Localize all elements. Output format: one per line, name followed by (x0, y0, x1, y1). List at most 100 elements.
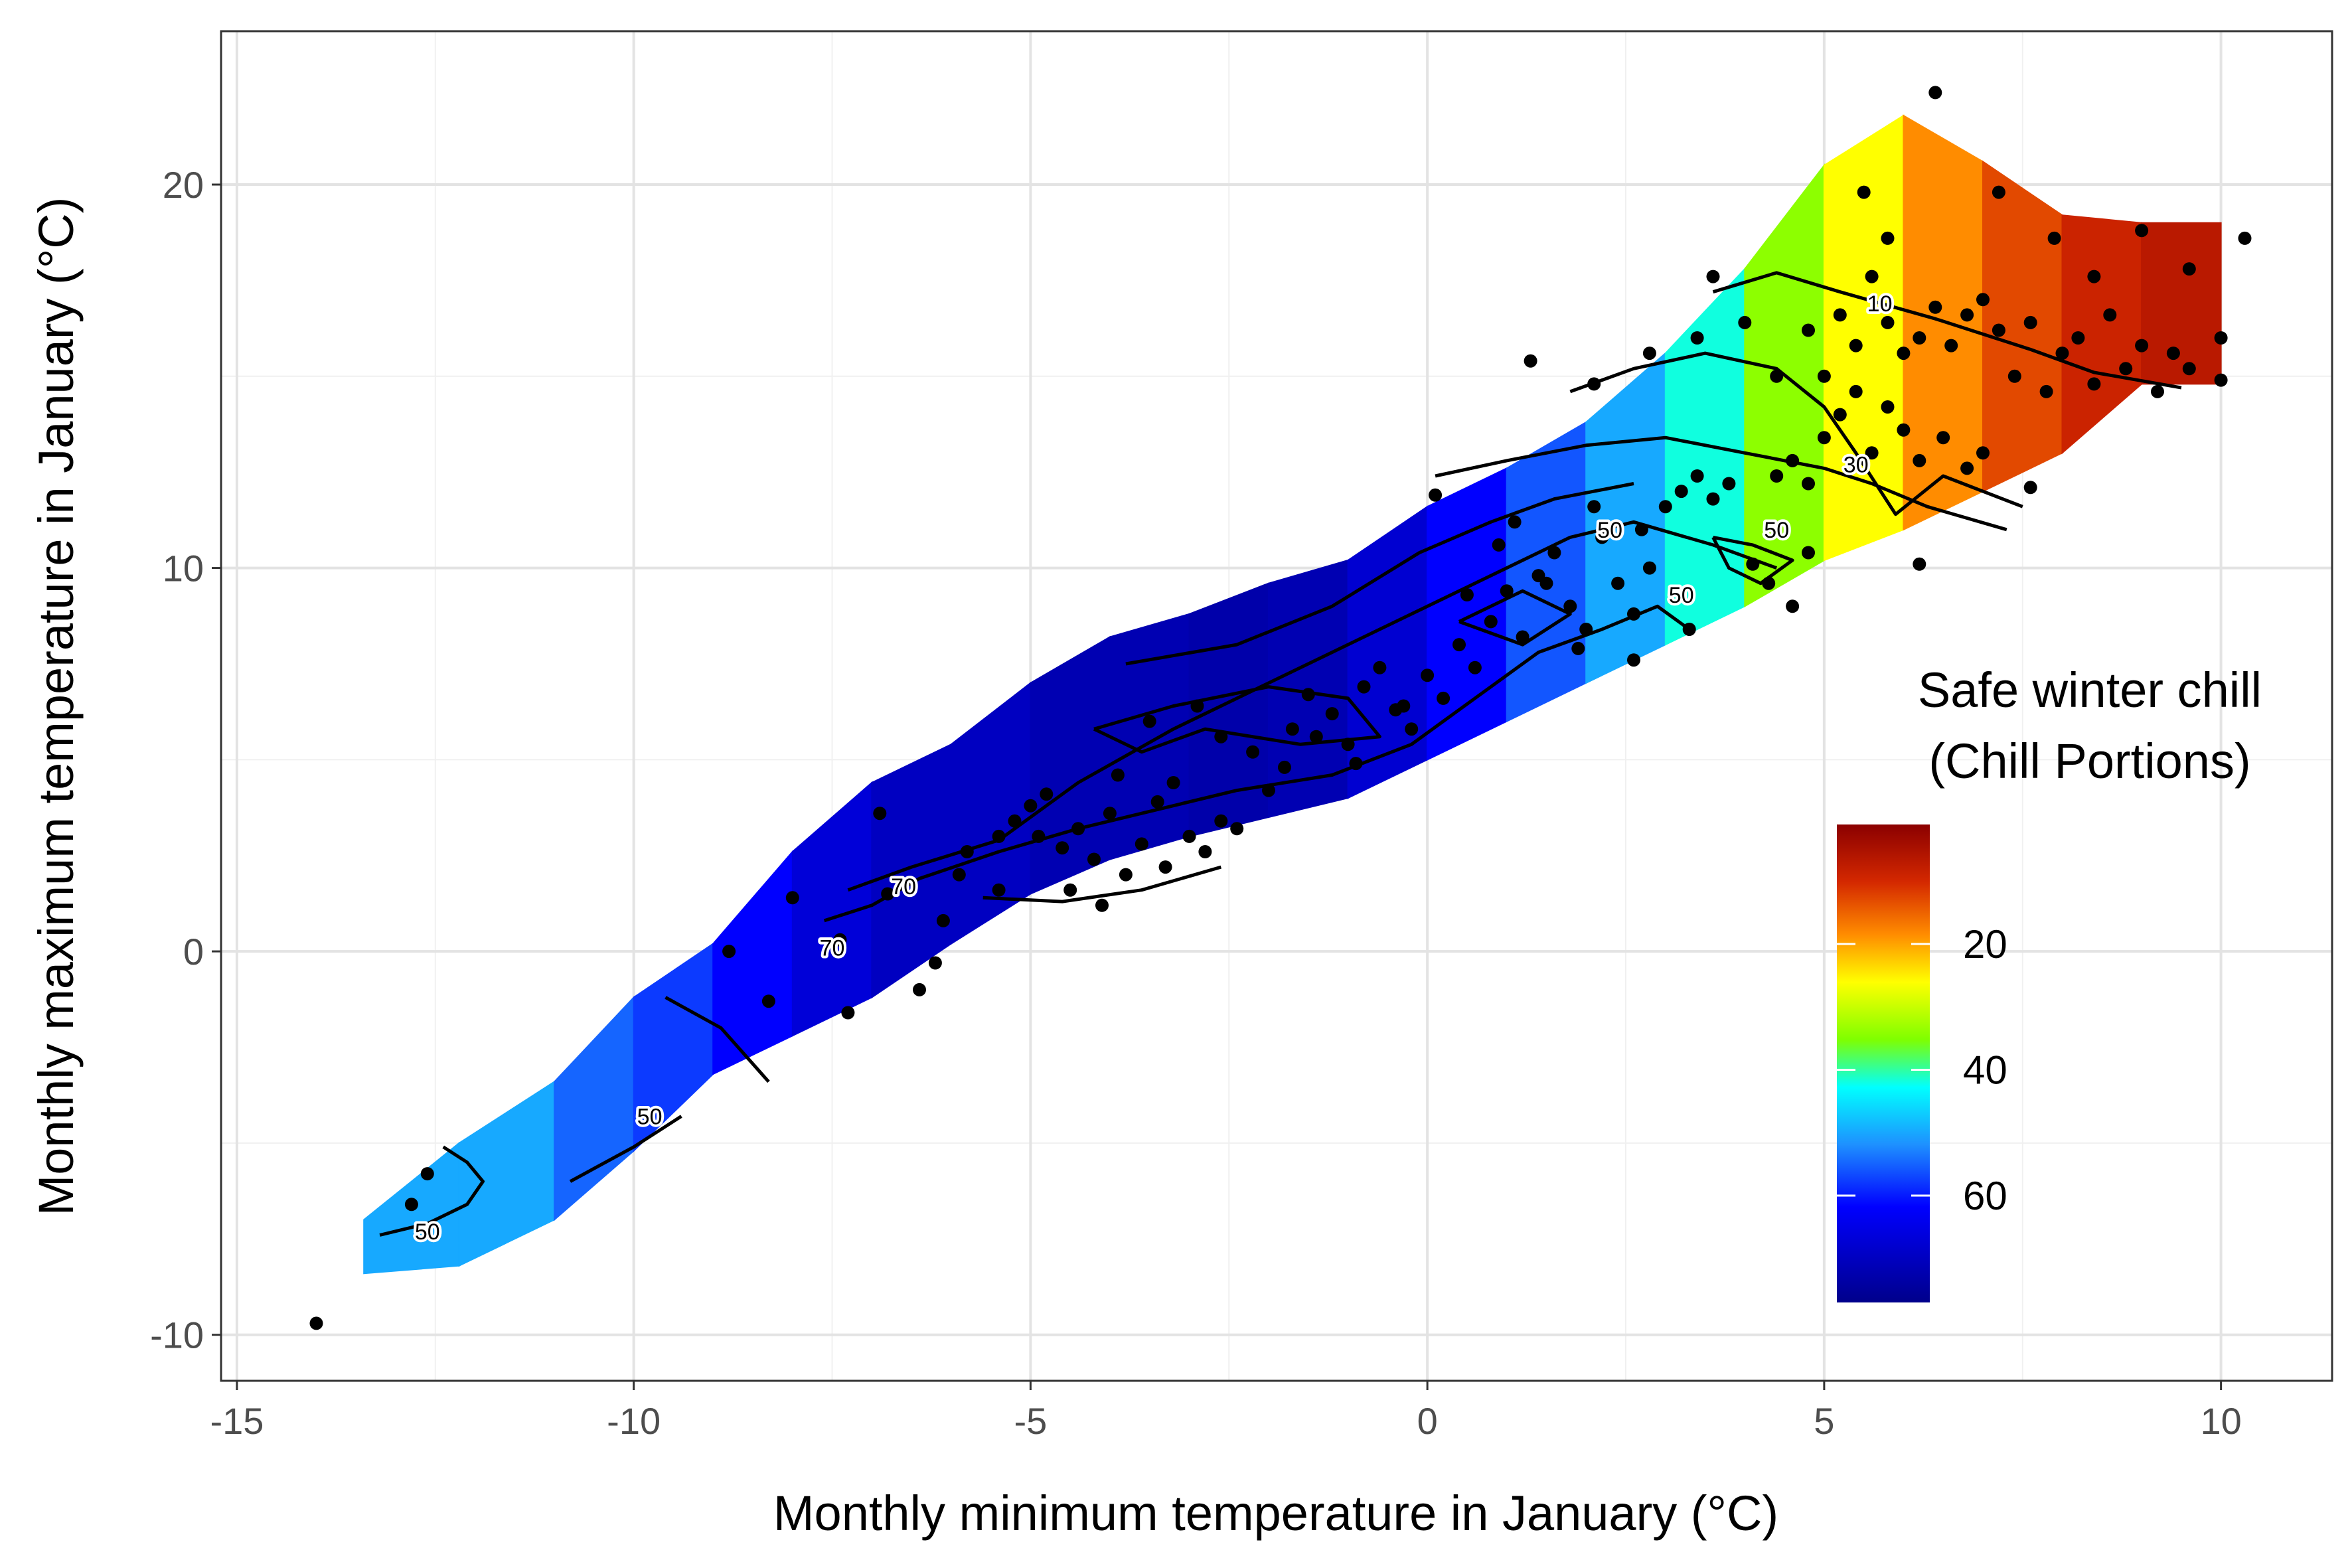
data-point (1786, 453, 1800, 467)
data-point (1182, 829, 1196, 843)
data-point (1341, 738, 1355, 751)
y-tick-label: 0 (183, 931, 204, 973)
data-point (1658, 500, 1672, 514)
x-axis-title: Monthly minimum temperature in January (… (773, 1486, 1778, 1541)
data-point (1437, 691, 1450, 705)
data-point (2087, 377, 2101, 391)
data-point (1881, 315, 1895, 329)
data-point (1865, 446, 1879, 460)
data-point (309, 1316, 323, 1330)
data-point (1547, 546, 1561, 560)
data-point (1587, 500, 1601, 514)
y-axis-title: Monthly maximum temperature in January (… (29, 197, 84, 1216)
data-point (2055, 347, 2069, 360)
data-point (1690, 469, 1704, 483)
contour-line-50 (1711, 535, 1794, 586)
data-point (1674, 485, 1688, 499)
data-point (833, 933, 847, 947)
legend-tick-label: 60 (1963, 1174, 2007, 1218)
data-point (1579, 623, 1593, 636)
data-point (1817, 369, 1831, 383)
y-tick-label: -10 (150, 1314, 204, 1356)
data-point (1642, 561, 1656, 575)
data-point (1706, 270, 1720, 283)
contour-line-70 (982, 865, 1221, 903)
data-point (1135, 837, 1148, 851)
data-point (1786, 599, 1800, 613)
data-point (1571, 641, 1585, 655)
data-point (1913, 331, 1926, 345)
data-point (2023, 315, 2037, 329)
contour-line-10 (1712, 271, 2182, 390)
data-point (1587, 377, 1601, 391)
data-point (1190, 699, 1204, 713)
data-point (722, 945, 736, 959)
data-point (1992, 323, 2005, 337)
chill-surface (363, 114, 2222, 1275)
data-point (2182, 362, 2196, 376)
contour-label: 10 (1867, 291, 1893, 317)
data-point (1936, 431, 1950, 445)
contour-line-70 (1093, 685, 1381, 754)
x-axis: -15 -10 -5 0 5 10 (210, 1381, 2242, 1442)
data-point (785, 891, 799, 905)
data-point (1214, 730, 1228, 744)
data-point (1397, 699, 1411, 713)
data-point (1928, 86, 1942, 100)
data-point (1008, 814, 1022, 828)
legend-title-line-1: Safe winter chill (1918, 663, 2262, 718)
data-point (1944, 339, 1958, 353)
data-point (1770, 369, 1784, 383)
contour-label: 50 (637, 1105, 663, 1130)
data-point (1849, 339, 1863, 353)
data-point (1539, 576, 1553, 590)
data-point (1262, 783, 1275, 797)
data-point (1865, 270, 1879, 283)
data-point (1897, 423, 1911, 437)
data-point (1913, 453, 1926, 467)
data-point (1063, 883, 1077, 897)
data-point (1746, 557, 1760, 571)
legend-colorbar (1837, 824, 1930, 1302)
data-point (1627, 653, 1640, 667)
data-point (420, 1167, 434, 1181)
contour-line-50 (665, 996, 770, 1083)
data-point (1595, 530, 1609, 544)
data-point (1198, 845, 1212, 858)
contour-line-70 (1458, 589, 1572, 647)
data-point (1976, 446, 1990, 460)
data-point (1833, 408, 1847, 422)
data-point (1897, 347, 1911, 360)
data-point (2047, 231, 2061, 245)
data-point (2182, 262, 2196, 276)
data-point (1166, 776, 1180, 789)
data-point (404, 1198, 418, 1212)
data-point (1516, 630, 1529, 644)
surface-band (2141, 222, 2222, 385)
x-tick-label: -10 (607, 1400, 661, 1442)
contour-line-50 (569, 1115, 682, 1183)
data-point (1373, 661, 1387, 674)
x-tick-label: -15 (210, 1400, 264, 1442)
data-point (913, 982, 926, 996)
data-point (1056, 841, 1069, 855)
data-point (1611, 576, 1625, 590)
data-point (1770, 469, 1784, 483)
contour-label: 70 (891, 874, 916, 900)
data-point (2135, 224, 2149, 238)
data-point (1508, 515, 1522, 529)
legend-title-line-2: (Chill Portions) (1928, 734, 2250, 789)
data-point (2007, 369, 2021, 383)
data-point (2166, 347, 2180, 360)
data-point (1913, 557, 1926, 571)
data-point (1563, 599, 1577, 613)
data-point (1762, 576, 1776, 590)
data-point (992, 883, 1006, 897)
data-point (1849, 384, 1863, 398)
legend-ticks: 20 40 60 (1837, 922, 2007, 1218)
data-point (1405, 722, 1419, 736)
data-point (2151, 384, 2164, 398)
data-point (1230, 822, 1244, 836)
data-point (2214, 331, 2228, 345)
